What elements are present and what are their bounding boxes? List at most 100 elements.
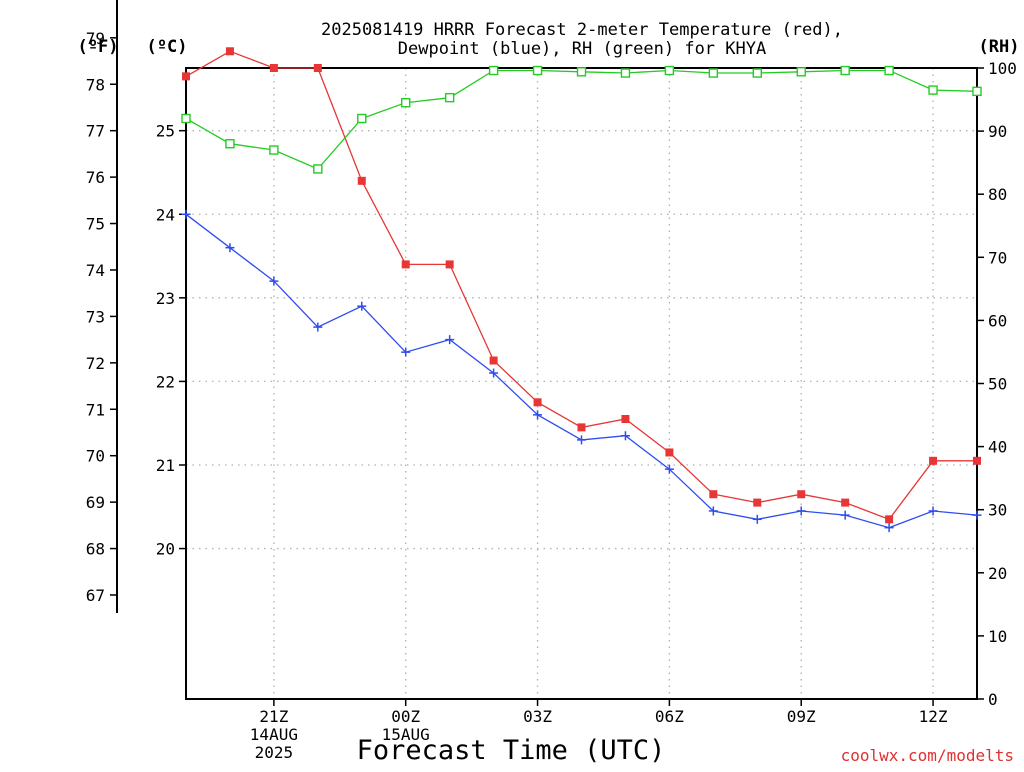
fahrenheit-tick-label: 68 <box>86 540 105 559</box>
data-point-0 <box>401 260 410 269</box>
data-point-0 <box>797 490 806 499</box>
data-point-1 <box>489 368 499 378</box>
data-point-1 <box>225 243 235 253</box>
data-point-2 <box>444 92 455 103</box>
fahrenheit-tick-label: 75 <box>86 215 105 234</box>
data-point-1 <box>884 523 894 533</box>
rh-tick-label: 70 <box>988 248 1007 267</box>
data-point-0 <box>533 398 542 407</box>
chart-title-line-1: 2025081419 HRRR Forecast 2-meter Tempera… <box>321 20 843 40</box>
data-point-0 <box>225 47 234 56</box>
data-point-0 <box>841 498 850 507</box>
data-point-0 <box>973 456 981 465</box>
data-point-2 <box>401 98 411 108</box>
rh-tick-label: 60 <box>988 311 1007 330</box>
rh-tick-label: 10 <box>988 627 1007 646</box>
data-point-2 <box>840 65 850 76</box>
fahrenheit-tick-label: 71 <box>86 400 105 419</box>
fahrenheit-tick-label: 79 <box>86 29 105 48</box>
data-point-1 <box>401 347 411 357</box>
data-point-1 <box>313 322 323 332</box>
data-point-2 <box>620 68 631 78</box>
x-tick-label: 12Z <box>919 707 948 726</box>
data-point-2 <box>576 67 587 77</box>
data-point-1 <box>708 506 718 516</box>
data-point-0 <box>182 72 190 81</box>
data-point-0 <box>489 356 498 365</box>
series-layer <box>181 47 982 533</box>
data-point-0 <box>929 456 938 465</box>
fahrenheit-tick-label: 80 <box>86 0 105 1</box>
rh-tick-label: 80 <box>988 185 1007 204</box>
data-point-0 <box>357 176 366 185</box>
fahrenheit-tick-label: 73 <box>86 307 105 326</box>
x-tick-label: 00Z <box>391 707 420 726</box>
data-point-0 <box>577 423 586 432</box>
data-point-2 <box>752 68 762 78</box>
x-tick-label: 14AUG <box>250 725 298 744</box>
data-point-2 <box>181 113 191 124</box>
data-point-1 <box>796 506 806 516</box>
data-point-2 <box>664 65 675 76</box>
celsius-tick-label: 22 <box>156 372 175 391</box>
celsius-tick-label: 23 <box>156 289 175 308</box>
data-point-2 <box>972 86 982 97</box>
celsius-tick-label: 21 <box>156 456 175 475</box>
celsius-tick-label: 25 <box>156 122 175 141</box>
rh-tick-label: 0 <box>988 690 998 709</box>
data-point-0 <box>445 260 454 269</box>
data-point-2 <box>269 145 279 155</box>
x-tick-label: 2025 <box>255 743 294 762</box>
data-point-2 <box>708 68 719 78</box>
data-point-0 <box>753 498 762 507</box>
data-point-0 <box>269 64 278 72</box>
rh-tick-label: 50 <box>988 375 1007 394</box>
rh-tick-label: 20 <box>988 564 1007 583</box>
data-point-2 <box>796 67 806 77</box>
data-point-0 <box>621 415 630 424</box>
rh-tick-label: 90 <box>988 122 1007 141</box>
data-point-2 <box>225 139 235 149</box>
data-point-2 <box>928 85 938 95</box>
data-point-2 <box>884 65 894 76</box>
gridlines <box>186 68 977 699</box>
credit-text: coolwx.com/modelts <box>841 746 1014 765</box>
chart-title-line-2: Dewpoint (blue), RH (green) for KHYA <box>398 39 766 59</box>
data-point-1 <box>840 510 850 520</box>
data-point-1 <box>181 209 191 219</box>
data-point-2 <box>488 65 499 76</box>
fahrenheit-tick-label: 78 <box>86 75 105 94</box>
data-point-1 <box>577 435 586 445</box>
data-point-1 <box>620 431 630 441</box>
data-point-1 <box>928 506 938 516</box>
x-tick-label: 06Z <box>655 707 684 726</box>
fahrenheit-unit-label: (ºF) <box>78 37 119 57</box>
data-point-1 <box>533 410 543 420</box>
data-point-1 <box>269 276 279 286</box>
data-point-0 <box>665 448 674 457</box>
celsius-tick-label: 20 <box>156 540 175 559</box>
data-point-1 <box>357 301 367 311</box>
x-tick-label: 03Z <box>523 707 552 726</box>
data-point-0 <box>709 490 718 499</box>
data-point-1 <box>752 514 762 524</box>
fahrenheit-tick-label: 69 <box>86 493 105 512</box>
fahrenheit-tick-label: 76 <box>86 168 105 187</box>
rh-tick-label: 30 <box>988 501 1007 520</box>
data-point-1 <box>664 464 674 474</box>
x-axis-title: Forecast Time (UTC) <box>357 735 666 766</box>
data-point-0 <box>885 515 894 524</box>
data-point-2 <box>313 164 323 174</box>
axes: 67 68 69 70 71 72 73 74 75 76 77 78 79 80 20 21 22 23 24 25… <box>86 0 1017 762</box>
rh-tick-label: 100 <box>988 59 1017 78</box>
rh-tick-label: 40 <box>988 438 1007 457</box>
fahrenheit-tick-label: 77 <box>86 122 105 141</box>
fahrenheit-tick-label: 67 <box>86 586 105 605</box>
data-point-2 <box>357 113 367 124</box>
rh-unit-label: (RH) <box>979 37 1020 57</box>
data-point-1 <box>445 335 455 345</box>
x-tick-label: 15AUG <box>382 725 430 744</box>
celsius-unit-label: (ºC) <box>147 37 188 57</box>
